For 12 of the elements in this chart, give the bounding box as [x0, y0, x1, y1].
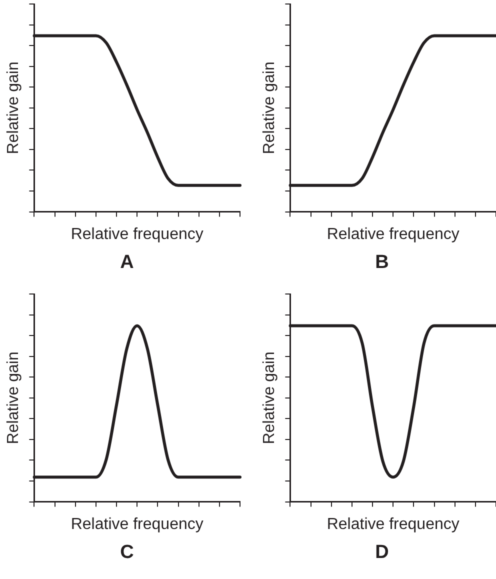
y-axis-title: Relative gain — [5, 352, 22, 444]
text: B — [374, 252, 390, 274]
x-axis-title: Relative frequency — [70, 226, 204, 243]
y-axis-title: Relative gain — [261, 62, 278, 154]
text: D — [374, 542, 390, 564]
y-axis-title: Relative gain — [261, 352, 278, 444]
y-axis-title: Relative gain — [5, 62, 22, 154]
text: C — [119, 542, 135, 564]
x-axis-title: Relative frequency — [70, 516, 204, 533]
text: A — [119, 252, 135, 274]
x-axis-title: Relative frequency — [326, 516, 460, 533]
x-axis-title: Relative frequency — [326, 226, 460, 243]
